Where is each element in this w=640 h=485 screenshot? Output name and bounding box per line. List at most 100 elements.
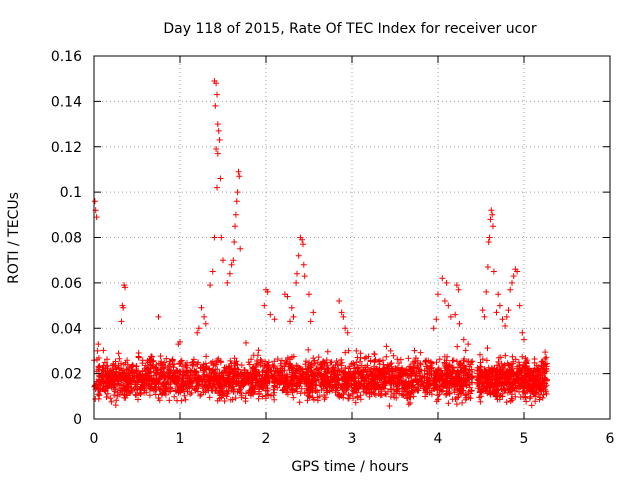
data-point <box>496 302 503 309</box>
y-tick-label: 0.16 <box>51 49 82 65</box>
x-tick-label: 2 <box>262 431 271 447</box>
x-axis-label: GPS time / hours <box>291 459 408 475</box>
y-axis-label: ROTI / TECUs <box>6 192 22 284</box>
data-point <box>486 234 493 241</box>
data-point <box>214 121 221 128</box>
data-point <box>479 307 486 314</box>
data-point <box>232 223 238 230</box>
data-point <box>194 329 201 336</box>
data-point <box>435 291 441 298</box>
data-point <box>231 239 238 245</box>
data-point <box>267 311 274 318</box>
data-point <box>207 282 214 289</box>
data-point <box>487 216 494 223</box>
grid-lines <box>94 56 610 419</box>
data-point <box>353 347 360 354</box>
data-point <box>447 313 454 320</box>
data-point <box>120 304 127 311</box>
data-points <box>91 78 550 409</box>
data-point <box>340 313 347 320</box>
data-point <box>493 309 500 316</box>
data-point <box>300 241 306 248</box>
x-tick-label: 0 <box>90 431 99 447</box>
chart-title: Day 118 of 2015, Rate Of TEC Index for r… <box>163 21 537 37</box>
data-point <box>230 257 237 264</box>
data-point <box>306 291 312 298</box>
data-point <box>490 268 497 275</box>
data-point <box>483 288 490 295</box>
data-point <box>443 279 450 286</box>
data-point <box>502 323 509 329</box>
y-tick-label: 0.12 <box>51 140 82 156</box>
data-point <box>307 318 314 325</box>
data-point <box>228 261 235 268</box>
data-point <box>213 146 220 152</box>
data-point <box>155 313 162 320</box>
data-point <box>521 336 527 343</box>
x-tick-label: 4 <box>434 431 443 447</box>
data-point <box>214 150 221 157</box>
data-point <box>177 338 183 345</box>
y-tick-label: 0.1 <box>60 185 82 201</box>
data-point <box>338 309 345 316</box>
data-point <box>299 236 306 243</box>
data-point <box>201 313 208 320</box>
data-point <box>264 288 271 295</box>
data-point <box>453 282 460 289</box>
data-point <box>288 304 295 311</box>
data-point <box>93 214 100 221</box>
data-point <box>452 311 459 318</box>
data-point <box>433 316 440 323</box>
data-point <box>213 80 220 87</box>
y-tick-label: 0.06 <box>51 276 82 292</box>
data-point <box>211 234 218 241</box>
data-point <box>284 293 291 300</box>
data-point <box>456 320 463 327</box>
axis-ticks <box>93 55 611 420</box>
data-point <box>490 223 496 230</box>
data-point <box>271 316 278 323</box>
data-point <box>295 252 302 259</box>
data-point <box>430 325 437 332</box>
data-point <box>383 343 390 350</box>
data-point <box>226 270 233 277</box>
data-point <box>95 341 102 348</box>
data-point <box>310 309 317 316</box>
data-point <box>485 239 492 245</box>
data-point <box>287 318 294 325</box>
data-point <box>236 173 243 180</box>
x-tick-label: 5 <box>520 431 529 447</box>
data-point <box>300 261 307 268</box>
data-point <box>220 257 226 264</box>
data-point <box>235 168 242 175</box>
data-point <box>387 347 394 354</box>
data-point <box>224 279 231 286</box>
data-point <box>445 302 452 309</box>
data-point <box>237 245 244 252</box>
data-point <box>503 313 510 320</box>
data-point <box>455 286 462 293</box>
data-point <box>542 361 549 368</box>
y-tick-label: 0 <box>73 412 82 428</box>
x-tick-label: 3 <box>348 431 357 447</box>
data-point <box>439 275 446 282</box>
y-tick-label: 0.02 <box>51 367 82 383</box>
data-point <box>232 211 239 218</box>
data-point <box>216 136 223 143</box>
data-point <box>214 91 220 98</box>
data-point <box>209 268 216 275</box>
data-point <box>294 270 300 277</box>
data-point <box>214 184 220 191</box>
data-point <box>261 302 268 309</box>
data-point <box>541 370 548 377</box>
x-tick-label: 6 <box>606 431 615 447</box>
data-point <box>465 341 472 348</box>
x-tick-label: 1 <box>176 431 185 447</box>
y-tick-label: 0.04 <box>51 321 82 337</box>
data-point <box>290 313 297 320</box>
y-tick-label: 0.08 <box>51 231 82 247</box>
data-point <box>510 273 517 280</box>
data-point <box>509 279 515 286</box>
data-point <box>357 350 364 357</box>
